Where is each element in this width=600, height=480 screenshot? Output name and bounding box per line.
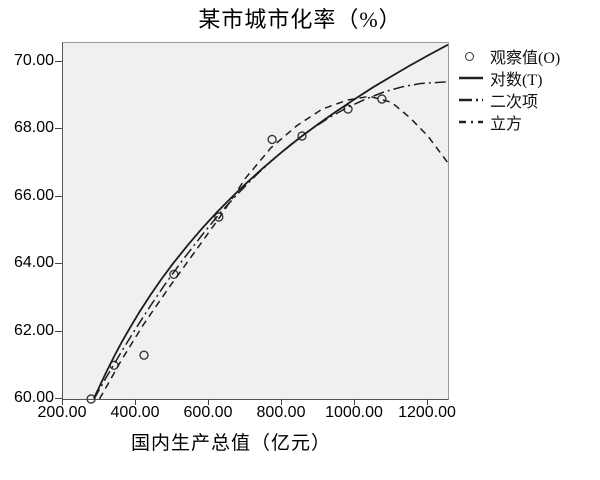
x-tick (62, 399, 63, 405)
y-tick (55, 61, 62, 62)
y-tick (55, 128, 62, 129)
y-tick-label: 64.00 (13, 254, 54, 271)
legend-label: 立方 (490, 116, 523, 133)
x-tick (281, 399, 282, 405)
y-tick-label: 68.00 (13, 119, 54, 136)
y-tick (55, 196, 62, 197)
x-tick (135, 399, 136, 405)
chart-title: 某市城市化率（%） (198, 7, 402, 32)
x-tick-label: 600.00 (183, 404, 233, 421)
observed-point (377, 94, 387, 104)
y-tick (55, 263, 62, 264)
legend-dash-dot-line-icon (458, 94, 490, 106)
legend-label: 对数(T) (490, 72, 543, 89)
y-tick (55, 331, 62, 332)
y-tick-label: 66.00 (13, 187, 54, 204)
x-tick (354, 399, 355, 405)
observed-point (297, 131, 307, 141)
y-tick-label: 62.00 (13, 322, 54, 339)
legend: 观察值(O) 对数(T) 二次项立方 (458, 45, 560, 133)
x-axis-title: 国内生产总值（亿元） (130, 433, 331, 454)
legend-item-2: 二次项 (458, 89, 560, 111)
x-tick-label: 1200.00 (398, 404, 456, 421)
x-tick-label: 400.00 (110, 404, 160, 421)
observed-point (86, 394, 96, 404)
observed-point (214, 212, 224, 222)
legend-item-1: 对数(T) (458, 67, 560, 89)
legend-dash-line-icon (458, 116, 490, 128)
observed-point (139, 350, 149, 360)
curve-dash-dot (93, 81, 449, 400)
y-tick-label: 70.00 (13, 52, 54, 69)
y-tick (55, 398, 62, 399)
legend-label: 观察值(O) (490, 50, 561, 67)
y-tick-label: 60.00 (13, 389, 54, 406)
x-tick-label: 1000.00 (325, 404, 383, 421)
x-tick (208, 399, 209, 405)
curve-solid (93, 43, 449, 399)
plot-area (62, 42, 449, 404)
legend-item-0: 观察值(O) (458, 45, 560, 67)
x-tick-label: 200.00 (37, 404, 87, 421)
open-circle-icon (465, 51, 474, 61)
legend-circle-icon (458, 51, 490, 61)
legend-solid-line-icon (458, 72, 490, 84)
x-tick (427, 399, 428, 405)
observed-point (267, 134, 277, 145)
legend-label: 二次项 (490, 94, 539, 111)
curves-svg (86, 43, 449, 404)
curve-dash (98, 95, 449, 400)
x-tick-label: 800.00 (256, 404, 306, 421)
legend-item-3: 立方 (458, 111, 560, 133)
